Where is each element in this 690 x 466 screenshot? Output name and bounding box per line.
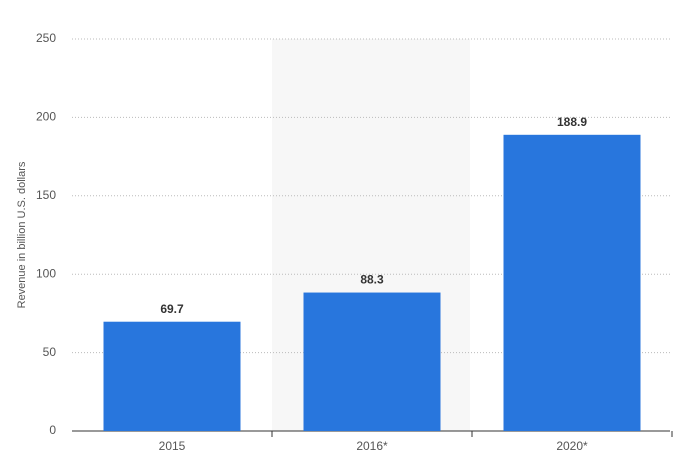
bar [303, 292, 441, 431]
x-tick-label: 2016* [356, 439, 388, 453]
value-label: 69.7 [160, 302, 184, 316]
x-tick-label: 2015 [159, 439, 186, 453]
y-tick-label: 150 [36, 188, 56, 202]
y-tick-label: 200 [36, 110, 56, 124]
value-label: 88.3 [360, 273, 384, 287]
y-axis-label: Revenue in billion U.S. dollars [16, 161, 28, 308]
x-tick-label: 2020* [556, 439, 588, 453]
bar [103, 321, 241, 431]
value-label: 188.9 [557, 115, 587, 129]
bar [503, 134, 641, 431]
y-tick-label: 250 [36, 31, 56, 45]
y-tick-label: 0 [49, 423, 56, 437]
y-tick-label: 100 [36, 266, 56, 280]
y-tick-label: 50 [43, 345, 57, 359]
